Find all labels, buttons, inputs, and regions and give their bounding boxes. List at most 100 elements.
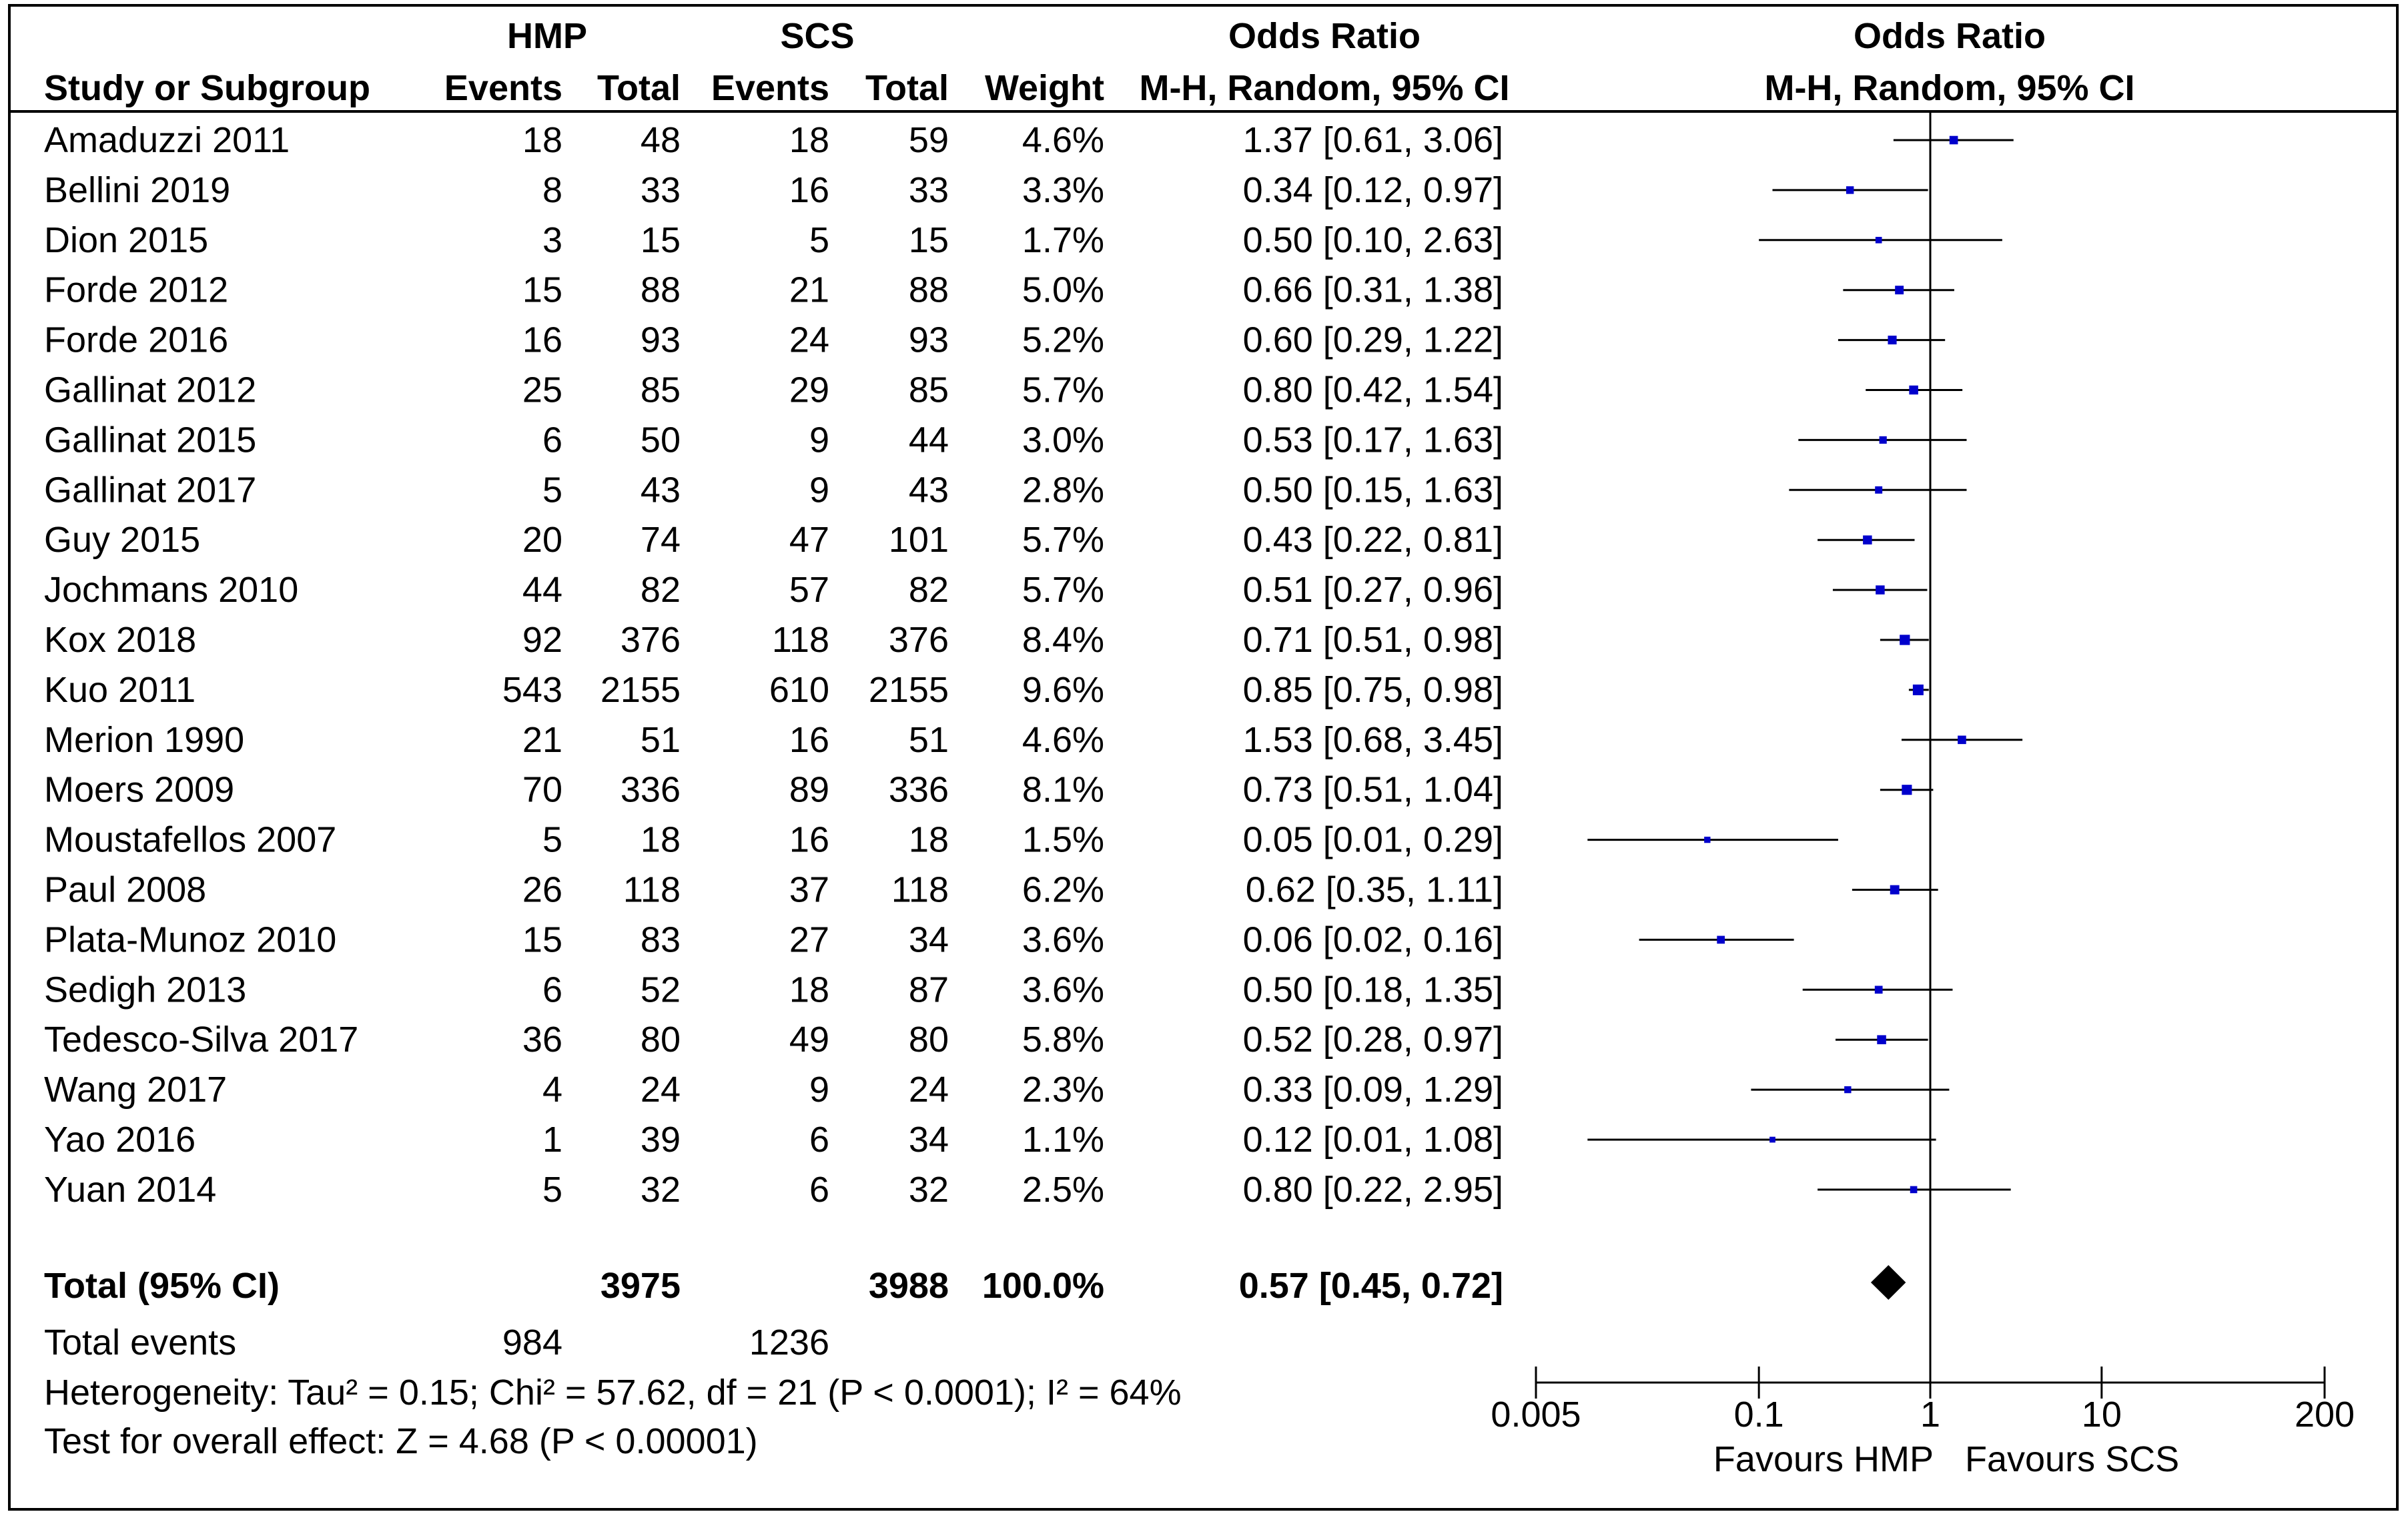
total-label: Total (95% CI) <box>44 1266 280 1306</box>
study-events1: 70 <box>522 770 562 810</box>
study-events1: 36 <box>522 1020 562 1060</box>
study-events2: 47 <box>789 520 829 560</box>
study-events2: 37 <box>789 870 829 910</box>
study-total2: 118 <box>891 870 949 910</box>
study-name: Wang 2017 <box>44 1070 227 1110</box>
study-ci: 0.80 [0.42, 1.54] <box>1243 370 1503 410</box>
study-total1: 82 <box>641 570 681 610</box>
point-estimate <box>1895 286 1904 295</box>
study-total2: 43 <box>909 470 949 510</box>
study-events2: 9 <box>809 1070 829 1110</box>
study-total2: 2155 <box>869 670 949 710</box>
study-total1: 39 <box>641 1120 681 1160</box>
study-weight: 5.8% <box>1022 1020 1104 1060</box>
total-events-e1: 984 <box>502 1322 562 1363</box>
point-estimate <box>1879 436 1887 444</box>
study-events1: 8 <box>542 170 562 210</box>
total-weight: 100.0% <box>982 1266 1104 1306</box>
study-events1: 6 <box>542 970 562 1010</box>
study-total1: 32 <box>641 1170 681 1210</box>
study-events2: 89 <box>789 770 829 810</box>
point-estimate <box>1846 186 1854 194</box>
study-events2: 29 <box>789 370 829 410</box>
header-group2: SCS <box>780 16 854 56</box>
study-events2: 6 <box>809 1170 829 1210</box>
header-events2: Events <box>711 68 829 108</box>
study-ci: 0.50 [0.15, 1.63] <box>1243 470 1503 510</box>
study-name: Forde 2016 <box>44 320 228 360</box>
study-total1: 48 <box>641 120 681 160</box>
study-ci: 1.37 [0.61, 3.06] <box>1243 120 1503 160</box>
study-events1: 5 <box>542 820 562 860</box>
point-estimate <box>1874 986 1883 994</box>
study-total1: 18 <box>641 820 681 860</box>
study-events1: 4 <box>542 1070 562 1110</box>
pooled-diamond <box>1870 1265 1906 1300</box>
study-ci: 0.50 [0.18, 1.35] <box>1243 970 1503 1010</box>
study-events1: 16 <box>522 320 562 360</box>
study-events1: 20 <box>522 520 562 560</box>
study-weight: 2.5% <box>1022 1170 1104 1210</box>
study-events1: 6 <box>542 420 562 460</box>
study-total1: 376 <box>621 620 681 660</box>
study-events1: 44 <box>522 570 562 610</box>
study-ci: 0.71 [0.51, 0.98] <box>1243 620 1503 660</box>
study-ci: 0.60 [0.29, 1.22] <box>1243 320 1503 360</box>
study-total1: 24 <box>641 1070 681 1110</box>
study-total2: 51 <box>909 720 949 760</box>
point-estimate <box>1769 1136 1775 1143</box>
point-estimate <box>1912 684 1924 695</box>
x-axis-tick-label: 0.1 <box>1734 1395 1784 1435</box>
study-name: Moers 2009 <box>44 770 234 810</box>
study-total2: 101 <box>889 520 949 560</box>
point-estimate <box>1949 135 1958 145</box>
study-ci: 0.43 [0.22, 0.81] <box>1243 520 1503 560</box>
total-ci: 0.57 [0.45, 0.72] <box>1239 1266 1503 1306</box>
point-estimate <box>1958 735 1966 745</box>
study-total2: 34 <box>909 919 949 960</box>
study-total2: 33 <box>909 170 949 210</box>
study-weight: 5.7% <box>1022 570 1104 610</box>
study-events1: 25 <box>522 370 562 410</box>
study-events1: 26 <box>522 870 562 910</box>
study-total2: 59 <box>909 120 949 160</box>
study-events2: 18 <box>789 970 829 1010</box>
header-method-left: M-H, Random, 95% CI <box>1139 68 1509 108</box>
study-name: Guy 2015 <box>44 520 200 560</box>
point-estimate <box>1900 635 1910 645</box>
study-weight: 9.6% <box>1022 670 1104 710</box>
study-weight: 5.7% <box>1022 520 1104 560</box>
study-total1: 88 <box>641 270 681 310</box>
study-name: Jochmans 2010 <box>44 570 298 610</box>
study-events2: 9 <box>809 470 829 510</box>
study-total1: 15 <box>641 220 681 260</box>
study-events1: 543 <box>502 670 562 710</box>
point-estimate <box>1909 385 1918 395</box>
study-name: Dion 2015 <box>44 220 208 260</box>
study-total2: 85 <box>909 370 949 410</box>
study-weight: 8.1% <box>1022 770 1104 810</box>
study-name: Kox 2018 <box>44 620 196 660</box>
point-estimate <box>1844 1086 1852 1094</box>
study-total1: 85 <box>641 370 681 410</box>
study-events2: 5 <box>809 220 829 260</box>
study-total1: 83 <box>641 919 681 960</box>
study-ci: 1.53 [0.68, 3.45] <box>1243 720 1503 760</box>
study-name: Bellini 2019 <box>44 170 230 210</box>
study-weight: 6.2% <box>1022 870 1104 910</box>
favours-left-label: Favours HMP <box>1713 1439 1934 1479</box>
study-events1: 1 <box>542 1120 562 1160</box>
total-events-e2: 1236 <box>749 1322 829 1363</box>
heterogeneity-text: Heterogeneity: Tau² = 0.15; Chi² = 57.62… <box>44 1373 1182 1413</box>
study-events2: 24 <box>789 320 829 360</box>
point-estimate <box>1717 935 1725 944</box>
study-events1: 15 <box>522 919 562 960</box>
header-effect-left: Odds Ratio <box>1228 16 1421 56</box>
study-ci: 0.62 [0.35, 1.11] <box>1246 870 1503 910</box>
header-weight: Weight <box>985 68 1104 108</box>
study-name: Gallinat 2017 <box>44 470 256 510</box>
study-total2: 88 <box>909 270 949 310</box>
point-estimate <box>1875 236 1882 244</box>
study-events2: 49 <box>789 1020 829 1060</box>
